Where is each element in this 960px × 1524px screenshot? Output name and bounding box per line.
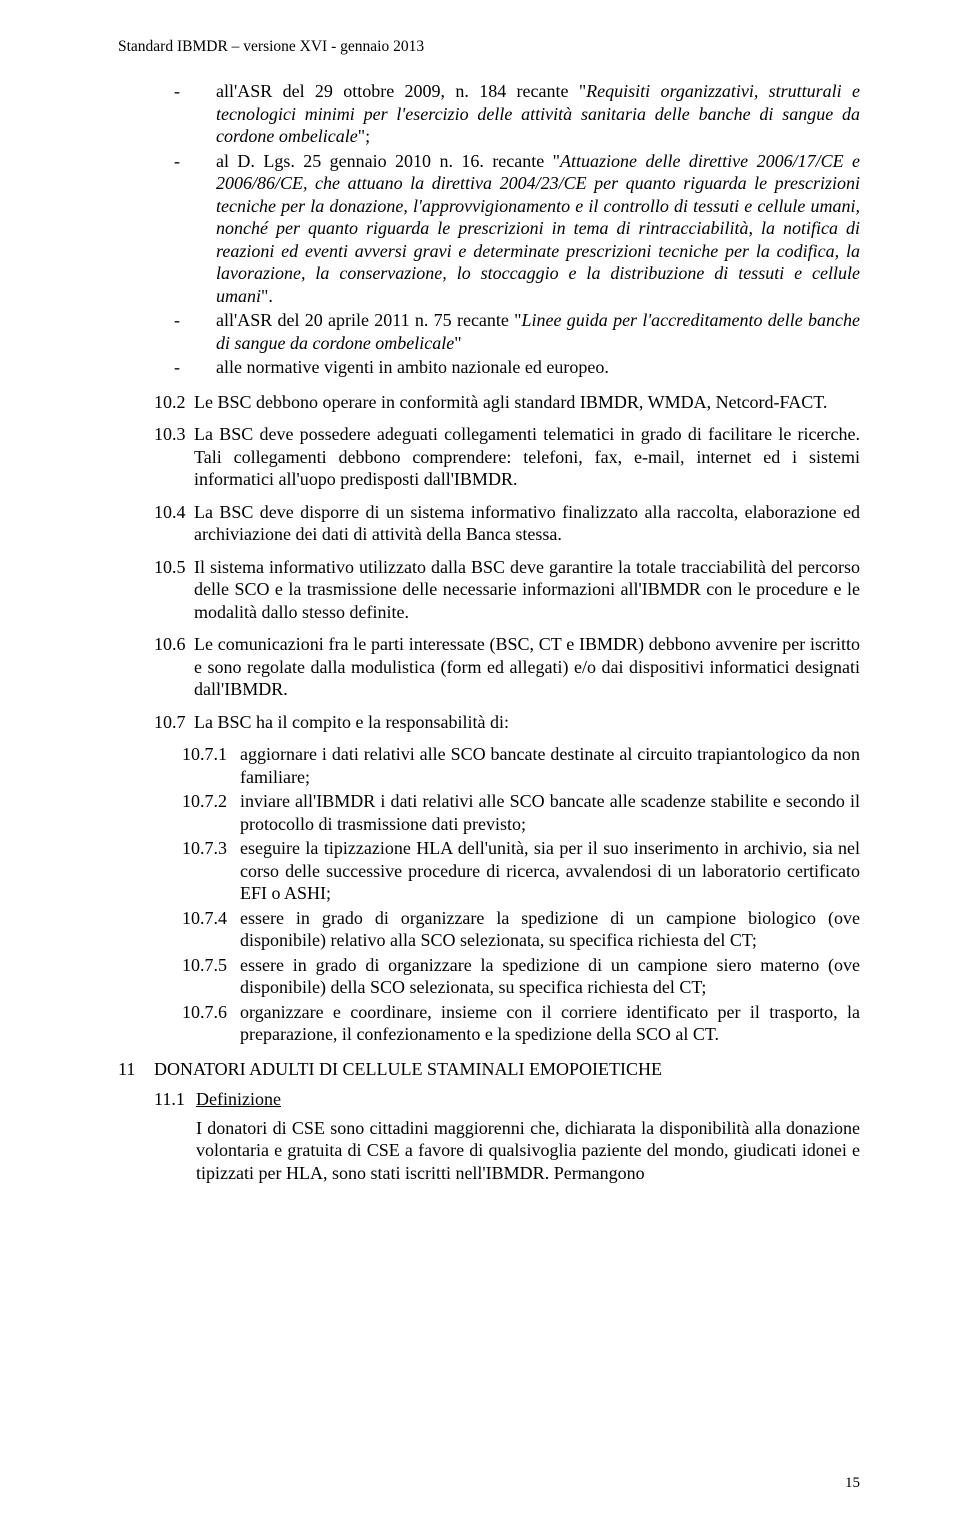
subitem-text: organizzare e coordinare, insieme con il… [240,1001,860,1046]
subitem-text: essere in grado di organizzare la spediz… [240,954,860,999]
bullet-marker: - [174,80,216,148]
list-item: 10.2 Le BSC debbono operare in conformit… [154,391,860,414]
item-text: La BSC deve possedere adeguati collegame… [194,423,860,491]
sub-list-item: 10.7.3 eseguire la tipizzazione HLA dell… [182,837,860,905]
page-number: 15 [845,1475,860,1492]
bullet-item: - alle normative vigenti in ambito nazio… [174,356,860,379]
list-item: 10.4 La BSC deve disporre di un sistema … [154,501,860,546]
subitem-number: 10.7.5 [182,954,240,999]
item-number: 10.6 [154,633,194,701]
bullet-item: - all'ASR del 20 aprile 2011 n. 75 recan… [174,309,860,354]
subsection-heading: 11.1 Definizione [154,1088,860,1111]
definition-body: I donatori di CSE sono cittadini maggior… [196,1117,860,1185]
item-number: 10.7 [154,711,194,734]
section-title: DONATORI ADULTI DI CELLULE STAMINALI EMO… [154,1058,662,1081]
subitem-number: 10.7.2 [182,790,240,835]
bullet-marker: - [174,150,216,308]
item-text: Le BSC debbono operare in conformità agl… [194,391,860,414]
item-number: 10.4 [154,501,194,546]
section-number: 11 [118,1058,154,1081]
subitem-text: aggiornare i dati relativi alle SCO banc… [240,743,860,788]
subitem-text: inviare all'IBMDR i dati relativi alle S… [240,790,860,835]
bullet-text: al D. Lgs. 25 gennaio 2010 n. 16. recant… [216,150,860,308]
item-number: 10.3 [154,423,194,491]
subitem-text: eseguire la tipizzazione HLA dell'unità,… [240,837,860,905]
subitem-number: 10.7.6 [182,1001,240,1046]
item-text: Le comunicazioni fra le parti interessat… [194,633,860,701]
list-item: 10.5 Il sistema informativo utilizzato d… [154,556,860,624]
item-text: Il sistema informativo utilizzato dalla … [194,556,860,624]
subitem-number: 10.7.1 [182,743,240,788]
sub-list-item: 10.7.1 aggiornare i dati relativi alle S… [182,743,860,788]
numbered-list: 10.2 Le BSC debbono operare in conformit… [154,391,860,734]
bullet-text: all'ASR del 29 ottobre 2009, n. 184 reca… [216,80,860,148]
item-text: La BSC ha il compito e la responsabilità… [194,711,860,734]
page-header: Standard IBMDR – versione XVI - gennaio … [118,38,860,56]
bullet-text: alle normative vigenti in ambito naziona… [216,356,860,379]
item-number: 10.2 [154,391,194,414]
subsection-number: 11.1 [154,1088,196,1111]
bullet-item: - all'ASR del 29 ottobre 2009, n. 184 re… [174,80,860,148]
sub-list-item: 10.7.4 essere in grado di organizzare la… [182,907,860,952]
sub-list-item: 10.7.5 essere in grado di organizzare la… [182,954,860,999]
sub-list-item: 10.7.6 organizzare e coordinare, insieme… [182,1001,860,1046]
bullet-list: - all'ASR del 29 ottobre 2009, n. 184 re… [174,80,860,379]
bullet-marker: - [174,356,216,379]
section-heading: 11 DONATORI ADULTI DI CELLULE STAMINALI … [118,1058,860,1081]
sub-list-item: 10.7.2 inviare all'IBMDR i dati relativi… [182,790,860,835]
document-page: Standard IBMDR – versione XVI - gennaio … [0,0,960,1524]
subitem-number: 10.7.4 [182,907,240,952]
item-number: 10.5 [154,556,194,624]
list-item: 10.6 Le comunicazioni fra le parti inter… [154,633,860,701]
list-item: 10.3 La BSC deve possedere adeguati coll… [154,423,860,491]
list-item: 10.7 La BSC ha il compito e la responsab… [154,711,860,734]
bullet-marker: - [174,309,216,354]
subitem-text: essere in grado di organizzare la spediz… [240,907,860,952]
sub-numbered-list: 10.7.1 aggiornare i dati relativi alle S… [182,743,860,1046]
item-text: La BSC deve disporre di un sistema infor… [194,501,860,546]
subitem-number: 10.7.3 [182,837,240,905]
subsection-title: Definizione [196,1088,281,1111]
bullet-text: all'ASR del 20 aprile 2011 n. 75 recante… [216,309,860,354]
bullet-item: - al D. Lgs. 25 gennaio 2010 n. 16. reca… [174,150,860,308]
